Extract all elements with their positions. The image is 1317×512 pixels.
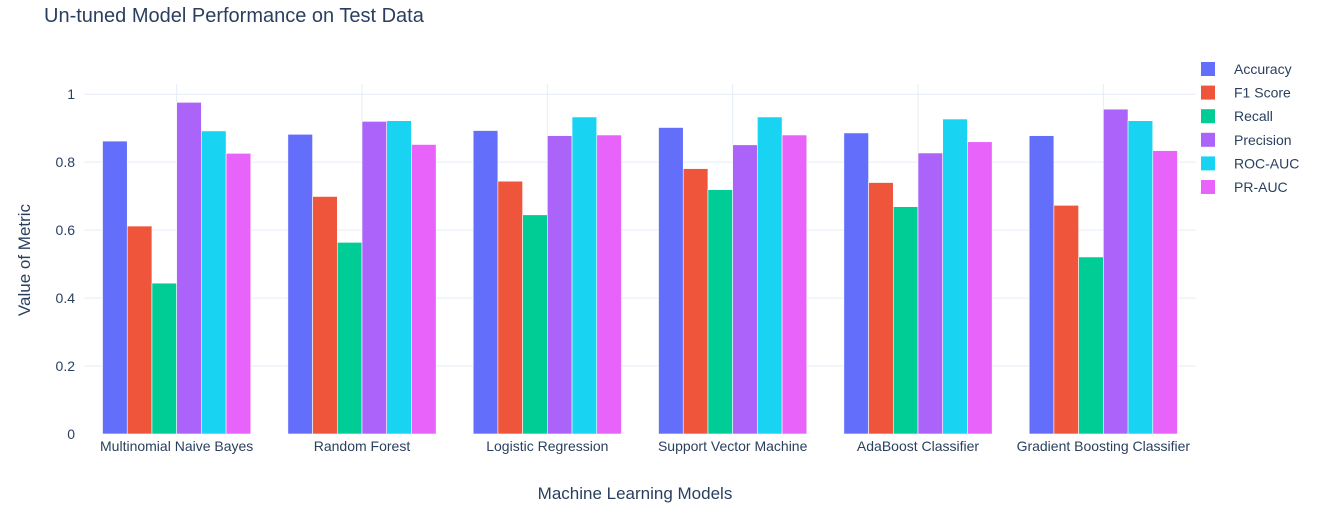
bar-roc-auc-5[interactable] (1127, 120, 1154, 435)
bar-roc-auc-2[interactable] (571, 116, 598, 435)
legend-label: ROC-AUC (1234, 155, 1299, 171)
bar-recall-5[interactable] (1078, 256, 1104, 435)
x-tick-label: Gradient Boosting Classifier (1017, 438, 1191, 454)
bar-f1-score-4[interactable] (868, 182, 894, 435)
bar-pr-auc-0[interactable] (225, 153, 252, 435)
bar-pr-auc-5[interactable] (1152, 150, 1178, 435)
bar-recall-0[interactable] (151, 282, 177, 435)
bar-recall-4[interactable] (892, 206, 919, 435)
bar-roc-auc-1[interactable] (386, 120, 412, 435)
bar-pr-auc-2[interactable] (596, 134, 622, 435)
legend-swatch (1201, 62, 1215, 76)
bars (102, 102, 1178, 435)
legend-item[interactable]: PR-AUC (1201, 179, 1288, 195)
y-tick-label: 0 (67, 426, 75, 442)
bar-accuracy-1[interactable] (287, 133, 313, 435)
bar-precision-5[interactable] (1103, 108, 1129, 435)
bar-accuracy-5[interactable] (1028, 135, 1055, 435)
bar-accuracy-4[interactable] (843, 132, 869, 435)
bar-roc-auc-0[interactable] (201, 130, 227, 435)
bar-precision-2[interactable] (547, 135, 573, 435)
bar-precision-3[interactable] (732, 144, 758, 435)
legend-swatch (1201, 180, 1215, 194)
x-tick-label: Logistic Regression (486, 438, 608, 454)
bar-pr-auc-1[interactable] (411, 144, 437, 435)
y-tick-label: 0.4 (56, 290, 76, 306)
y-tick-label: 0.8 (56, 154, 76, 170)
legend: Accuracy F1 Score Recall Precision ROC-AUC PR… (1201, 61, 1299, 195)
y-tick-label: 1 (67, 86, 75, 102)
legend-label: F1 Score (1234, 85, 1291, 101)
legend-label: Recall (1234, 108, 1273, 124)
bar-recall-1[interactable] (336, 242, 363, 435)
legend-item[interactable]: Precision (1201, 132, 1292, 148)
bar-accuracy-2[interactable] (472, 130, 499, 435)
x-tick-label: Support Vector Machine (658, 438, 808, 454)
legend-swatch (1201, 109, 1215, 124)
bar-pr-auc-3[interactable] (781, 134, 808, 435)
bar-precision-1[interactable] (361, 121, 388, 435)
legend-item[interactable]: Accuracy (1201, 61, 1292, 77)
y-tick-label: 0.6 (56, 222, 76, 238)
y-tick-label: 0.2 (56, 358, 76, 374)
x-tick-label: Multinomial Naive Bayes (100, 438, 253, 454)
legend-label: Precision (1234, 132, 1292, 148)
legend-swatch (1201, 132, 1215, 147)
bar-f1-score-3[interactable] (682, 168, 709, 435)
legend-item[interactable]: Recall (1201, 108, 1273, 124)
legend-label: Accuracy (1234, 61, 1292, 77)
x-axis-title: Machine Learning Models (538, 484, 733, 503)
x-tick-label: Random Forest (314, 438, 411, 454)
bar-recall-3[interactable] (707, 189, 733, 435)
bar-roc-auc-3[interactable] (757, 116, 783, 435)
chart-title: Un-tuned Model Performance on Test Data (44, 5, 425, 27)
bar-roc-auc-4[interactable] (942, 118, 968, 435)
bar-pr-auc-4[interactable] (967, 141, 993, 435)
bar-precision-0[interactable] (176, 102, 202, 435)
x-axis-ticks: Multinomial Naive Bayes Random Forest Logi… (100, 438, 1190, 454)
bar-f1-score-2[interactable] (497, 180, 523, 435)
bar-f1-score-0[interactable] (126, 225, 153, 435)
bar-f1-score-5[interactable] (1053, 205, 1079, 435)
y-axis-ticks: 0 0.2 0.4 0.6 0.8 1 (56, 86, 76, 442)
legend-swatch (1201, 156, 1215, 171)
bar-accuracy-3[interactable] (658, 127, 684, 435)
x-tick-label: AdaBoost Classifier (857, 438, 980, 454)
bar-f1-score-1[interactable] (312, 196, 338, 435)
bar-accuracy-0[interactable] (102, 140, 128, 435)
legend-label: PR-AUC (1234, 179, 1288, 195)
bar-recall-2[interactable] (522, 214, 548, 435)
bar-precision-4[interactable] (917, 152, 944, 435)
y-axis-title: Value of Metric (15, 203, 34, 316)
legend-swatch (1201, 85, 1215, 100)
legend-item[interactable]: F1 Score (1201, 85, 1291, 101)
legend-item[interactable]: ROC-AUC (1201, 155, 1299, 171)
